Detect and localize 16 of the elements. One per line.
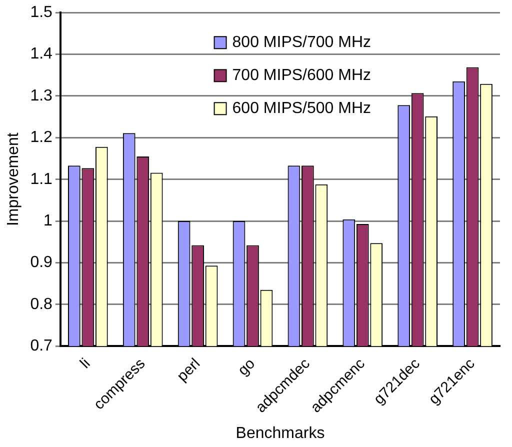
legend-label: 800 MIPS/700 MHz (232, 34, 372, 52)
y-tick-label: 1.3 (30, 87, 53, 104)
legend-label: 600 MIPS/500 MHz (232, 100, 372, 118)
x-tick-label: li (76, 355, 94, 372)
y-tick-label: 1.1 (30, 170, 53, 188)
y-tick-label: 1.5 (30, 4, 53, 22)
x-tick-label: go (234, 355, 259, 380)
y-tick-label: 0.7 (30, 338, 53, 355)
legend-label: 700 MIPS/600 MHz (232, 67, 372, 84)
y-tick-label: 1.2 (30, 129, 53, 146)
y-tick-label: 0.9 (30, 254, 53, 272)
y-tick-label: 1.4 (30, 46, 53, 63)
y-tick-label: 1 (44, 212, 53, 230)
y-tick-label: 0.8 (30, 296, 53, 313)
y-axis-title: Improvement (5, 132, 22, 226)
x-axis-title: Benchmarks (236, 424, 325, 442)
